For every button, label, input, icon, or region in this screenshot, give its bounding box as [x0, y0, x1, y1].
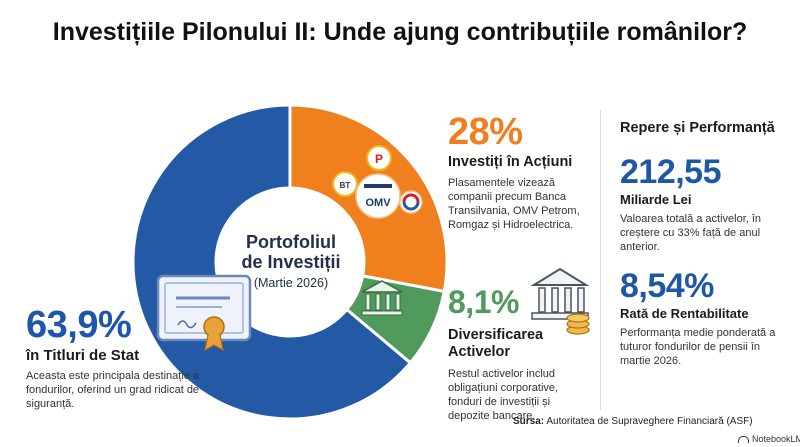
source-label: Sursa: — [513, 416, 545, 427]
diversification-heading-1: Diversificarea — [448, 327, 544, 343]
assets-block: 212,55 Miliarde Lei Valoarea totală a ac… — [620, 154, 790, 254]
assets-value: 212,55 — [620, 153, 722, 191]
equities-callout: 28% Investiți în Acțiuni Plasamentele vi… — [448, 112, 598, 232]
equities-heading: Investiți în Acțiuni — [448, 154, 573, 170]
coins-icon — [566, 313, 590, 335]
bank-icon-large — [530, 267, 590, 320]
diversification-percent: 8,1% — [448, 284, 519, 320]
diversification-description: Restul activelor includ obligațiuni corp… — [448, 368, 559, 422]
bank-icon — [361, 280, 403, 316]
center-line-2: de Investiții — [241, 252, 341, 272]
logo-omv: OMV — [365, 197, 391, 209]
highlights-panel: Repere și Performanță 212,55 Miliarde Le… — [620, 120, 790, 368]
equities-percent: 28% — [448, 111, 523, 153]
brand-badge: NotebookLM — [738, 434, 800, 444]
assets-description: Valoarea totală a activelor, în creștere… — [620, 213, 762, 253]
return-block: 8,54% Rată de Rentabilitate Performanța … — [620, 268, 790, 368]
equities-description: Plasamentele vizează companii precum Ban… — [448, 177, 580, 231]
certificate-icon — [156, 274, 252, 352]
assets-unit: Miliarde Lei — [620, 192, 692, 207]
logo-petrom: P — [375, 152, 383, 166]
gov-bonds-description: Aceasta este principala destinație a fon… — [26, 370, 200, 410]
return-description: Performanța medie ponderată a tuturor fo… — [620, 327, 776, 367]
logo-bt: BT — [340, 181, 351, 190]
source-note: Sursa: Autoritatea de Supraveghere Finan… — [513, 416, 753, 427]
page-title: Investițiile Pilonului II: Unde ajung co… — [52, 18, 748, 46]
company-logos: BT P OMV — [332, 145, 423, 219]
gov-bonds-percent: 63,9% — [26, 304, 132, 346]
gov-bonds-heading: în Titluri de Stat — [26, 347, 140, 364]
diversification-callout: 8,1% Diversificarea Activelor Restul act… — [448, 285, 598, 423]
diversification-heading-2: Activelor — [448, 344, 511, 360]
return-value: 8,54% — [620, 267, 714, 305]
brand-name: NotebookLM — [752, 434, 800, 444]
notebooklm-logo-icon — [738, 435, 749, 443]
panel-title: Repere și Performanță — [620, 120, 775, 136]
gov-bonds-callout: 63,9% în Titluri de Stat Aceasta este pr… — [26, 305, 206, 411]
panel-divider — [600, 110, 601, 410]
source-text: Autoritatea de Supraveghere Financiară (… — [546, 416, 753, 427]
center-date: (Martie 2026) — [253, 276, 329, 290]
return-label: Rată de Rentabilitate — [620, 306, 749, 321]
donut-hole — [216, 188, 364, 336]
center-line-1: Portofoliul — [246, 232, 336, 252]
donut-center-label: Portofoliul de Investiții (Martie 2026) — [218, 232, 364, 290]
